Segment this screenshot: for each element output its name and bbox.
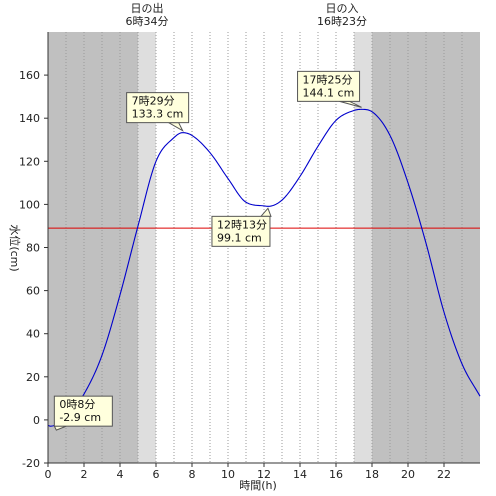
night-band-evening [372, 32, 480, 463]
daylight-bands [48, 32, 480, 463]
x-tick-label: 22 [437, 468, 451, 481]
annotation-box [211, 215, 271, 247]
annotation-value: 133.3 cm [132, 108, 184, 121]
x-tick-label: 18 [365, 468, 379, 481]
sunset-title: 日の入 [326, 2, 359, 15]
sunrise-title: 日の出 [131, 1, 164, 15]
annotation-time: 12時13分 [217, 218, 267, 231]
annotation-box [53, 395, 113, 427]
x-tick-label: 4 [117, 468, 124, 481]
annotation-value: 144.1 cm [303, 86, 355, 99]
y-tick-label: 20 [26, 371, 40, 384]
y-tick-label: 40 [26, 328, 40, 341]
annotation-value: -2.9 cm [59, 411, 101, 424]
x-tick-label: 20 [401, 468, 415, 481]
x-tick-label: 6 [153, 468, 160, 481]
y-axis-title: 水位(cm) [8, 224, 22, 271]
annotation-box [126, 92, 190, 124]
y-tick-label: 160 [19, 69, 40, 82]
y-tick-label: 60 [26, 285, 40, 298]
x-axis-ticks: 0 2 4 6 8 10 12 14 16 18 20 22 [45, 463, 451, 481]
y-tick-label: 80 [26, 242, 40, 255]
annotation-time: 17時25分 [303, 73, 353, 86]
x-tick-label: 16 [329, 468, 343, 481]
night-band-morning [48, 32, 138, 463]
y-tick-label: 120 [19, 155, 40, 168]
x-tick-label: 10 [221, 468, 235, 481]
sunrise-time: 6時34分 [126, 15, 169, 28]
x-tick-label: 12 [257, 468, 271, 481]
series-group [47, 108, 481, 427]
y-tick-label: 140 [19, 112, 40, 125]
twilight-band-morning [138, 32, 156, 463]
y-tick-label: 100 [19, 198, 40, 211]
x-tick-label: 0 [45, 468, 52, 481]
annotation-time: 7時29分 [132, 95, 175, 108]
x-axis-title: 時間(h) [239, 479, 277, 492]
tide-curve [47, 108, 481, 427]
sunset-time: 16時23分 [317, 15, 367, 28]
x-tick-label: 14 [293, 468, 307, 481]
x-tick-label: 8 [189, 468, 196, 481]
y-tick-label: -20 [22, 457, 40, 470]
annotation-time: 0時8分 [59, 398, 95, 411]
x-tick-label: 2 [81, 468, 88, 481]
twilight-band-evening [354, 32, 372, 463]
annotation-box [297, 70, 361, 102]
annotation-callout: 0時8分-2.9 cm [53, 395, 113, 431]
annotation-value: 99.1 cm [217, 231, 262, 244]
y-tick-label: 0 [33, 414, 40, 427]
y-axis-ticks: -20 0 20 40 60 80 100 120 140 160 [19, 69, 48, 470]
